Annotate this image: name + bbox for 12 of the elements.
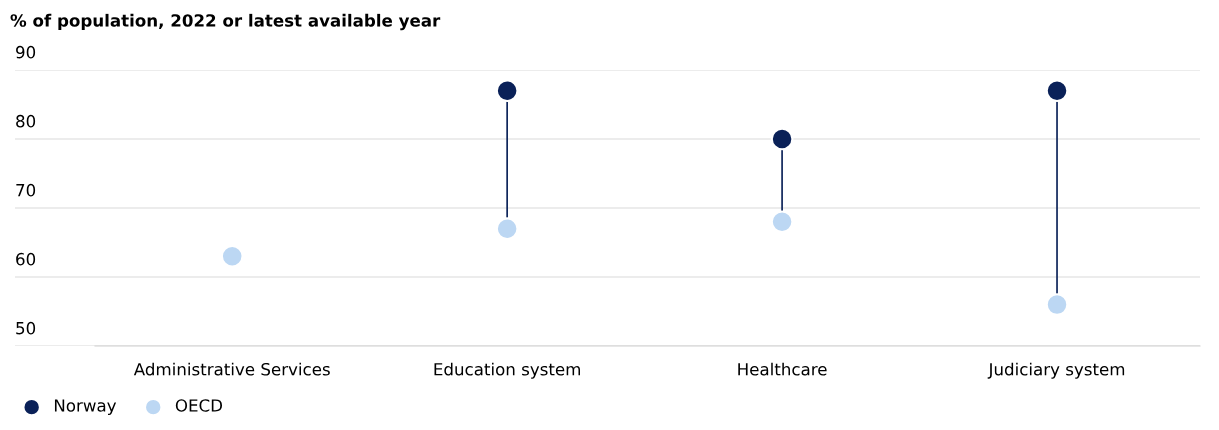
- legend-label: Norway: [54, 399, 117, 415]
- x-tick-label: Education system: [434, 362, 580, 379]
- y-tick-label: 60: [16, 252, 36, 266]
- x-tick-label: Administrative Services: [133, 362, 330, 376]
- legend-label: OECD: [175, 399, 223, 412]
- y-tick-label: 80: [16, 114, 36, 128]
- y-tick-label: 90: [16, 45, 36, 59]
- x-tick-label: Healthcare: [738, 362, 827, 376]
- y-tick-label: 50: [16, 321, 36, 335]
- x-tick-label: Judiciary system: [987, 362, 1125, 379]
- y-tick-label: 70: [16, 183, 36, 197]
- chart-title: % of population, 2022 or latest available year: [10, 13, 441, 31]
